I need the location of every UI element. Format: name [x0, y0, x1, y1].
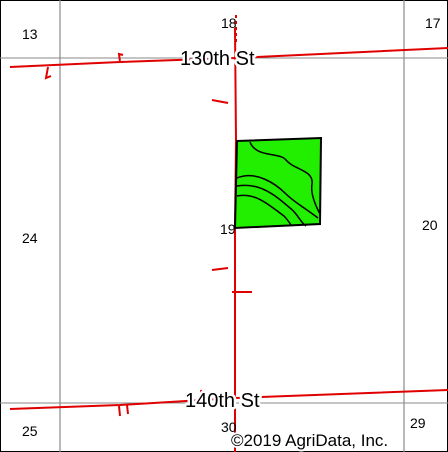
field-parcel[interactable] [233, 136, 323, 230]
field-contour-line [236, 194, 293, 227]
section-number-20: 20 [422, 217, 438, 233]
road-140th-st [9, 389, 448, 410]
road-stub [118, 404, 129, 417]
copyright-notice: ©2019 AgriData, Inc. [231, 431, 388, 450]
road-north-south [234, 27, 238, 452]
section-number-18: 18 [221, 15, 237, 31]
field-contour-line [236, 174, 319, 219]
road-label-130th-st: 130th St [180, 48, 255, 70]
road-130th-st [9, 47, 448, 68]
section-number-25: 25 [22, 423, 38, 439]
section-number-29: 29 [410, 415, 426, 431]
section-number-19: 19 [220, 221, 236, 237]
field-contour-line [249, 141, 321, 215]
section-number-17: 17 [425, 15, 441, 31]
road-stub [211, 99, 229, 104]
road-stub [211, 267, 229, 271]
road-stub [117, 52, 124, 63]
road-label-140th-st: 140th St [185, 390, 260, 412]
road-stub [44, 66, 52, 80]
field-contour-line [236, 184, 307, 227]
section-number-13: 13 [22, 26, 38, 42]
section-number-30: 30 [221, 419, 237, 435]
section-number-24: 24 [22, 230, 38, 246]
road-stub [200, 389, 206, 399]
